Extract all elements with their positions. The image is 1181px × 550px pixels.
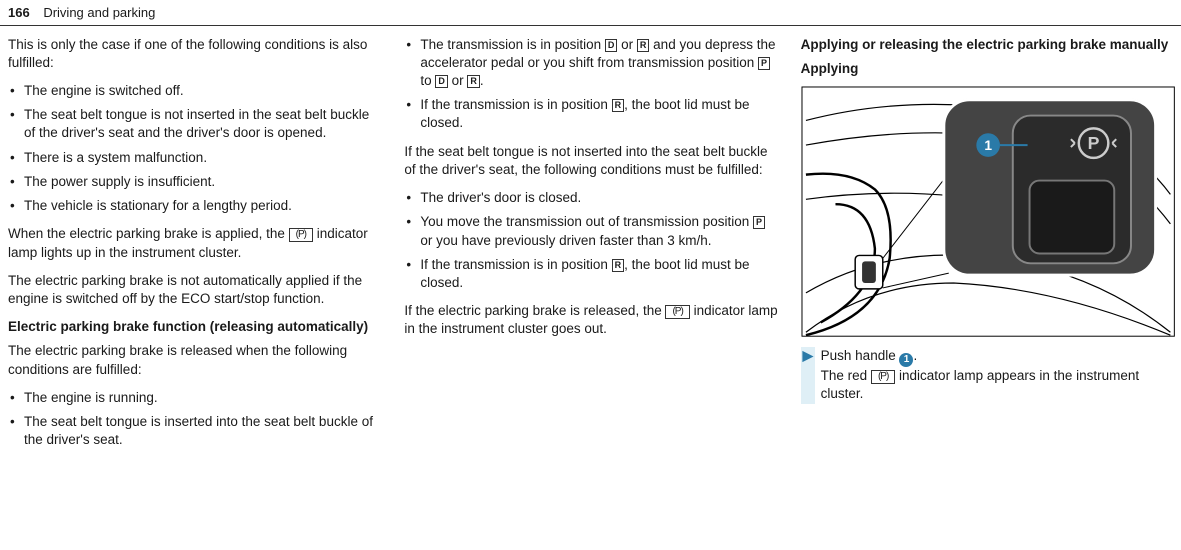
list-item: The power supply is insufficient. xyxy=(8,173,382,191)
list-item: The vehicle is stationary for a lengthy … xyxy=(8,197,382,215)
list-item: The engine is switched off. xyxy=(8,82,382,100)
list-item: If the transmission is in position R, th… xyxy=(404,256,778,292)
paragraph: If the electric parking brake is release… xyxy=(404,302,778,338)
list-item: The transmission is in position D or R a… xyxy=(404,36,778,91)
gear-r-key: R xyxy=(637,39,650,52)
instruction-step: ▶ Push handle 1. The red indicator lamp … xyxy=(801,347,1175,403)
list-item: The seat belt tongue is not inserted in … xyxy=(8,106,382,142)
subheading: Electric parking brake function (releasi… xyxy=(8,318,382,336)
list-item: The driver's door is closed. xyxy=(404,189,778,207)
parking-brake-illustration: P 1 xyxy=(801,86,1175,337)
parking-indicator-icon xyxy=(665,305,689,319)
gear-p-key: P xyxy=(753,216,765,229)
list-item: The engine is running. xyxy=(8,389,382,407)
step-text: Push handle 1. The red indicator lamp ap… xyxy=(821,347,1175,403)
gear-d-key: D xyxy=(605,39,618,52)
bullet-list: The engine is switched off. The seat bel… xyxy=(8,82,382,215)
gear-p-key: P xyxy=(758,57,770,70)
bullet-list: The engine is running. The seat belt ton… xyxy=(8,389,382,450)
bullet-list: The transmission is in position D or R a… xyxy=(404,36,778,133)
column-2: The transmission is in position D or R a… xyxy=(404,36,778,460)
svg-text:1: 1 xyxy=(984,138,992,153)
gear-r-key: R xyxy=(467,75,480,88)
paragraph: If the seat belt tongue is not inserted … xyxy=(404,143,778,179)
gear-r-key: R xyxy=(612,99,625,112)
svg-text:P: P xyxy=(1087,133,1099,153)
section-title: Driving and parking xyxy=(43,5,155,20)
gear-d-key: D xyxy=(435,75,448,88)
list-item: You move the transmission out of transmi… xyxy=(404,213,778,249)
subheading: Applying xyxy=(801,60,1175,78)
page-header: 166 Driving and parking xyxy=(0,0,1181,26)
content-columns: This is only the case if one of the foll… xyxy=(0,26,1181,460)
paragraph: The electric parking brake is released w… xyxy=(8,342,382,378)
paragraph: The electric parking brake is not automa… xyxy=(8,272,382,308)
list-item: The seat belt tongue is inserted into th… xyxy=(8,413,382,449)
heading: Applying or releasing the electric parki… xyxy=(801,36,1175,54)
paragraph: This is only the case if one of the foll… xyxy=(8,36,382,72)
bullet-list: The driver's door is closed. You move th… xyxy=(404,189,778,292)
parking-indicator-icon xyxy=(289,228,313,242)
list-item: There is a system malfunction. xyxy=(8,149,382,167)
page-number: 166 xyxy=(8,5,30,20)
column-3: Applying or releasing the electric parki… xyxy=(801,36,1175,460)
step-arrow-icon: ▶ xyxy=(803,347,815,403)
callout-1-icon: 1 xyxy=(899,353,913,367)
gear-r-key: R xyxy=(612,259,625,272)
column-1: This is only the case if one of the foll… xyxy=(8,36,382,460)
paragraph: When the electric parking brake is appli… xyxy=(8,225,382,261)
parking-indicator-icon xyxy=(871,370,895,384)
list-item: If the transmission is in position R, th… xyxy=(404,96,778,132)
